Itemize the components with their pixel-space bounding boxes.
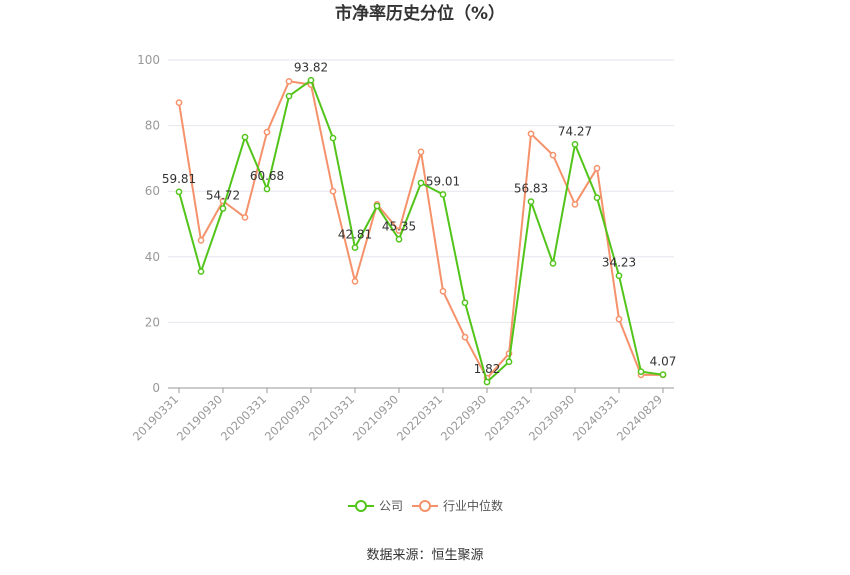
point-company[interactable] <box>461 299 469 307</box>
data-label-layer: 59.81 54.72 60.68 93.82 42.81 45.35 59.01 1.82 5… <box>162 60 677 376</box>
point-company[interactable] <box>659 371 667 379</box>
data-label: 93.82 <box>294 60 328 74</box>
series-layer <box>175 76 667 386</box>
legend-item-company[interactable]: 公司 <box>348 499 403 513</box>
y-tick-label: 20 <box>145 315 160 329</box>
point-industry-median[interactable] <box>417 148 425 156</box>
point-industry-median[interactable] <box>461 333 469 341</box>
x-tick-label: 20240829 <box>614 392 665 443</box>
legend-industry-label: 行业中位数 <box>443 498 503 513</box>
point-industry-median[interactable] <box>351 278 359 285</box>
x-tick-label: 20190331 <box>130 392 181 443</box>
point-company[interactable] <box>285 92 293 100</box>
legend-company-marker <box>355 500 367 512</box>
data-label: 54.72 <box>206 189 240 203</box>
x-tick-label: 20200930 <box>262 392 313 443</box>
data-label: 60.68 <box>250 169 284 183</box>
data-label: 4.07 <box>650 355 677 369</box>
point-company[interactable] <box>351 244 359 251</box>
point-company[interactable] <box>307 76 315 84</box>
point-industry-median[interactable] <box>329 187 337 195</box>
data-label: 34.23 <box>602 256 636 270</box>
point-company[interactable] <box>549 260 557 267</box>
point-company[interactable] <box>417 179 425 187</box>
y-tick-label: 80 <box>145 119 160 133</box>
point-company[interactable] <box>395 235 403 243</box>
data-label: 74.27 <box>558 124 592 138</box>
point-company[interactable] <box>373 202 381 210</box>
grid-layer <box>168 59 674 323</box>
point-company[interactable] <box>593 194 601 202</box>
point-industry-median[interactable] <box>527 130 535 138</box>
point-company[interactable] <box>241 133 249 141</box>
point-industry-median[interactable] <box>241 214 249 221</box>
x-tick-label: 20220331 <box>394 392 445 443</box>
point-industry-median[interactable] <box>549 151 557 159</box>
data-label: 1.82 <box>474 362 501 376</box>
point-company[interactable] <box>175 188 183 196</box>
point-industry-median[interactable] <box>615 315 623 323</box>
legend[interactable]: 公司 行业中位数 <box>348 498 503 513</box>
data-label: 45.35 <box>382 219 416 233</box>
point-company[interactable] <box>615 272 623 280</box>
data-label: 59.81 <box>162 172 196 186</box>
point-industry-median[interactable] <box>439 287 447 295</box>
data-label: 56.83 <box>514 182 548 196</box>
x-tick-label: 20240331 <box>570 392 621 443</box>
point-company[interactable] <box>439 191 447 198</box>
chart-title: 市净率历史分位（%） <box>335 3 505 24</box>
legend-industry-marker <box>419 500 431 512</box>
y-tick-label: 0 <box>152 381 160 395</box>
x-tick-label: 20230930 <box>526 392 577 443</box>
point-industry-median[interactable] <box>285 77 293 85</box>
x-tick-label: 20200331 <box>218 392 269 443</box>
axis-layer: 0 20 40 60 80 100 2019033120190930202003312020… <box>130 53 674 444</box>
y-tick-label: 40 <box>145 250 160 264</box>
x-tick-label: 20230331 <box>482 392 533 443</box>
point-industry-median[interactable] <box>263 128 271 136</box>
data-label: 42.81 <box>338 228 372 242</box>
point-company[interactable] <box>505 358 513 366</box>
x-tick-label: 20220930 <box>438 392 489 443</box>
point-company[interactable] <box>197 268 205 275</box>
point-company[interactable] <box>329 134 337 142</box>
point-company[interactable] <box>637 368 645 375</box>
point-company[interactable] <box>219 205 227 212</box>
point-company[interactable] <box>483 378 491 386</box>
legend-item-industry-median[interactable]: 行业中位数 <box>412 498 503 513</box>
data-label: 59.01 <box>426 174 460 188</box>
x-tick-label: 20190930 <box>174 392 225 443</box>
point-company[interactable] <box>263 185 271 193</box>
x-tick-label: 20210331 <box>306 392 357 443</box>
point-industry-median[interactable] <box>593 164 601 172</box>
source-text: 数据来源：恒生聚源 <box>366 548 483 563</box>
y-tick-label: 60 <box>145 184 160 198</box>
point-industry-median[interactable] <box>175 99 183 106</box>
point-company[interactable] <box>527 198 535 205</box>
legend-company-label: 公司 <box>379 499 403 513</box>
point-industry-median[interactable] <box>571 200 579 208</box>
x-tick-label: 20210930 <box>350 392 401 443</box>
point-industry-median[interactable] <box>197 237 205 244</box>
y-tick-label: 100 <box>137 53 160 67</box>
point-company[interactable] <box>571 141 579 148</box>
